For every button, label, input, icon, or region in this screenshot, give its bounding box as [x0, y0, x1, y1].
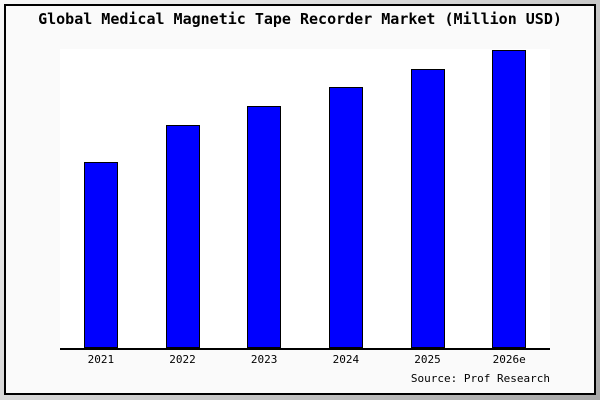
x-axis: 2021 2022 2023 2024 2025 2026e	[60, 354, 550, 368]
x-tick-label-2026e: 2026e	[492, 353, 526, 366]
bar-2022	[165, 125, 200, 348]
plot-area	[60, 49, 550, 350]
bar-2024	[328, 87, 363, 348]
x-tick-label-2025: 2025	[414, 353, 441, 366]
figure-frame: Global Medical Magnetic Tape Recorder Ma…	[4, 4, 596, 395]
x-tick-label-2024: 2024	[332, 353, 360, 366]
bar-2023	[247, 106, 282, 348]
chart-title: Global Medical Magnetic Tape Recorder Ma…	[38, 10, 562, 28]
bar-2026e	[492, 50, 527, 348]
bar-2025	[410, 69, 445, 348]
x-tick-label-2022: 2022	[169, 353, 196, 366]
x-tick-label-2023: 2023	[250, 353, 278, 366]
x-tick-label-2021: 2021	[87, 353, 115, 366]
source-note: Source: Prof Research	[410, 372, 550, 385]
bar-2021	[83, 162, 118, 348]
